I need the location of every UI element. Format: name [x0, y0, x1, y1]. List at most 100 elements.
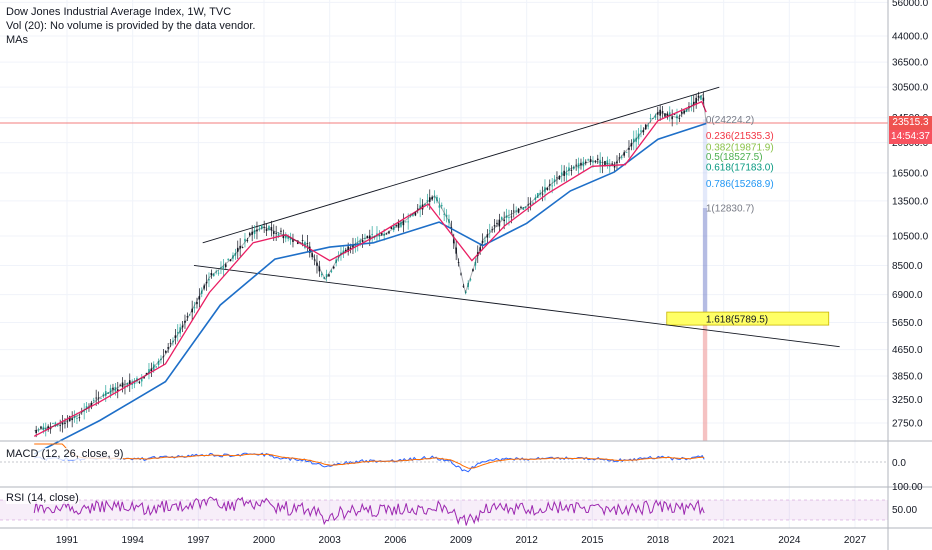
price-candle-body — [191, 308, 193, 313]
time-axis[interactable]: 1991 1994 1997 2000 2003 2006 2009 2012 2015 2018… — [56, 535, 867, 546]
price-candle-body — [193, 307, 196, 309]
price-candle-body — [196, 302, 198, 305]
price-candle-body — [215, 271, 217, 273]
price-candle-body — [205, 281, 208, 284]
price-candle-body — [284, 236, 287, 239]
price-candle-body — [217, 272, 220, 274]
price-candle-body — [414, 212, 417, 216]
price-candle-body — [678, 118, 681, 120]
time-axis-tick: 2003 — [319, 535, 342, 546]
price-candle-body — [431, 196, 433, 200]
price-candle-body — [512, 210, 515, 212]
price-candle-body — [623, 152, 625, 156]
price-candle-body — [71, 418, 73, 421]
price-axis-tick: 44000.0 — [892, 32, 929, 43]
price-candle-body — [642, 130, 645, 133]
fib-level-labels[interactable]: 0(24224.2)0.236(21535.3)0.382(19871.9)0.… — [706, 115, 774, 326]
time-axis-tick: 2021 — [713, 535, 736, 546]
price-candle-body — [97, 397, 100, 399]
price-candle-body — [289, 237, 292, 241]
rsi-label[interactable]: RSI (14, close) — [6, 492, 79, 504]
price-candle-body — [649, 118, 652, 119]
price-candle-body — [491, 229, 493, 231]
chart-title: Dow Jones Industrial Average Index, 1W, … — [6, 6, 232, 18]
price-candle-body — [210, 273, 213, 276]
price-axis-tick: 6900.0 — [892, 290, 923, 301]
price-candle-body — [565, 172, 568, 176]
price-candle-body — [450, 226, 453, 228]
price-candle-body — [440, 205, 443, 207]
price-axis-tick: 3250.0 — [892, 395, 923, 406]
price-candle-body — [325, 274, 328, 278]
price-candle-body — [220, 267, 222, 269]
fib-level-label[interactable]: 1(12830.7) — [706, 204, 754, 215]
macd-pane[interactable] — [0, 443, 888, 473]
price-candle-body — [462, 285, 465, 287]
price-candle-body — [100, 397, 102, 399]
macd-label[interactable]: MACD (12, 26, close, 9) — [6, 448, 124, 460]
price-candle-body — [320, 273, 323, 276]
time-axis-tick: 2024 — [778, 535, 801, 546]
price-candle-body — [522, 207, 525, 210]
price-candle-body — [366, 235, 369, 239]
fib-level-label[interactable]: 0.618(17183.0) — [706, 163, 774, 174]
price-axis[interactable]: 56000.044000.036500.030500.024500.020500… — [892, 0, 929, 430]
fib-level-label[interactable]: 0.786(15268.9) — [706, 179, 774, 190]
price-candle-body — [347, 246, 349, 252]
price-axis-tick: 56000.0 — [892, 0, 929, 9]
price-candle-body — [112, 387, 114, 390]
price-candle-body — [402, 220, 405, 226]
price-candle-body — [131, 383, 133, 385]
price-candle-body — [361, 239, 364, 242]
price-candle-body — [616, 161, 618, 164]
mas-label[interactable]: MAs — [6, 34, 28, 46]
price-candle-body — [248, 233, 251, 236]
price-candle-body — [685, 107, 688, 113]
price-candle-body — [260, 225, 263, 229]
price-candle-body — [520, 206, 522, 208]
price-pane[interactable]: 0(24224.2)0.236(21535.3)0.382(19871.9)0.… — [0, 0, 888, 528]
channel-lines[interactable] — [193, 86, 840, 348]
fib-level-label[interactable]: 0(24224.2) — [706, 115, 754, 126]
price-candle-body — [575, 164, 577, 166]
price-candle-body — [580, 162, 582, 166]
price-candle-body — [304, 242, 306, 248]
price-candle-body — [280, 230, 282, 232]
rsi-pane[interactable] — [0, 496, 888, 526]
price-candle-body — [119, 384, 121, 386]
price-candle-body — [572, 166, 575, 169]
price-candle-body — [330, 270, 333, 272]
price-candle-body — [472, 269, 474, 272]
price-candle-body — [596, 158, 599, 161]
price-candle-body — [256, 229, 258, 232]
price-candle-body — [385, 233, 388, 235]
price-candle-body — [558, 175, 561, 180]
price-candle-body — [335, 259, 337, 263]
price-candle-body — [352, 244, 354, 248]
price-candle-body — [668, 112, 671, 116]
price-candle-body — [73, 415, 76, 418]
price-candle-body — [272, 231, 275, 234]
price-candle-body — [200, 290, 203, 294]
price-candle-body — [224, 264, 227, 267]
price-candle-body — [37, 429, 40, 431]
time-axis-tick: 2012 — [516, 535, 539, 546]
rsi-band — [0, 500, 888, 520]
price-candle-body — [392, 225, 395, 231]
fib-level-label[interactable]: 0.236(21535.3) — [706, 131, 774, 142]
time-axis-tick: 2027 — [844, 535, 867, 546]
price-axis-tick: 3850.0 — [892, 372, 923, 383]
fib-level-label[interactable]: 0.5(18527.5) — [706, 152, 763, 163]
price-candles — [35, 91, 705, 438]
price-candle-body — [534, 197, 537, 200]
price-candle-body — [517, 208, 520, 213]
fib-level-label[interactable]: 0.382(19871.9) — [706, 142, 774, 153]
price-candle-body — [246, 240, 249, 241]
price-candle-body — [664, 113, 666, 117]
price-candle-body — [599, 159, 601, 166]
price-candle-body — [613, 165, 616, 168]
price-candle-body — [695, 97, 697, 105]
fib-level-label[interactable]: 1.618(5789.5) — [706, 315, 768, 326]
price-candle-body — [227, 259, 229, 261]
